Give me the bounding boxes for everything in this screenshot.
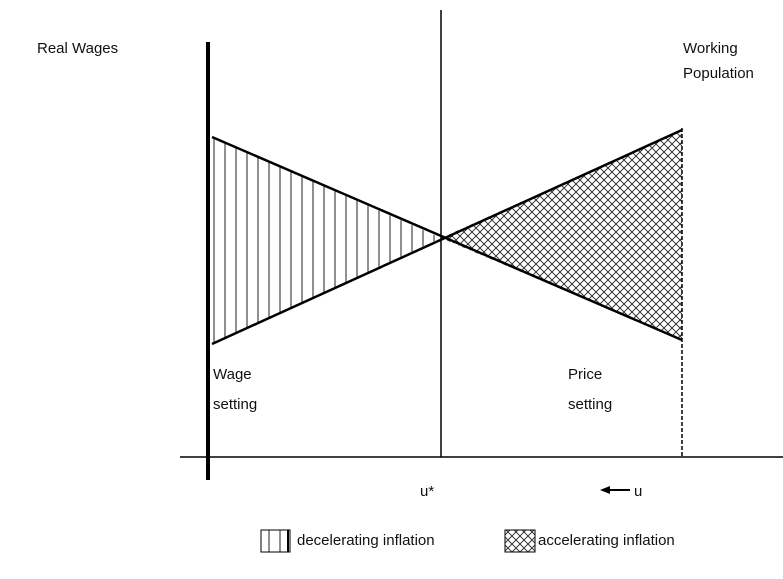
curve-label: Wage (213, 366, 252, 383)
top-right-label: Population (683, 65, 754, 82)
legend-label: accelerating inflation (538, 532, 675, 549)
accelerating-region (441, 130, 682, 340)
price-setting-curve (211, 128, 683, 346)
legend-swatch (260, 529, 291, 553)
arrow-head (600, 486, 610, 494)
y-axis-label: Real Wages (37, 40, 118, 57)
curve-label: Price (568, 366, 602, 383)
curve-label: setting (213, 396, 257, 413)
curve-label: setting (568, 396, 612, 413)
legend-swatch (504, 529, 536, 553)
marker-label: u* (420, 483, 434, 500)
wage-setting-curve (211, 135, 683, 342)
top-right-label: Working (683, 40, 738, 57)
legend-label: decelerating inflation (297, 532, 435, 549)
marker-label: u (634, 483, 642, 500)
decelerating-region (212, 137, 441, 344)
